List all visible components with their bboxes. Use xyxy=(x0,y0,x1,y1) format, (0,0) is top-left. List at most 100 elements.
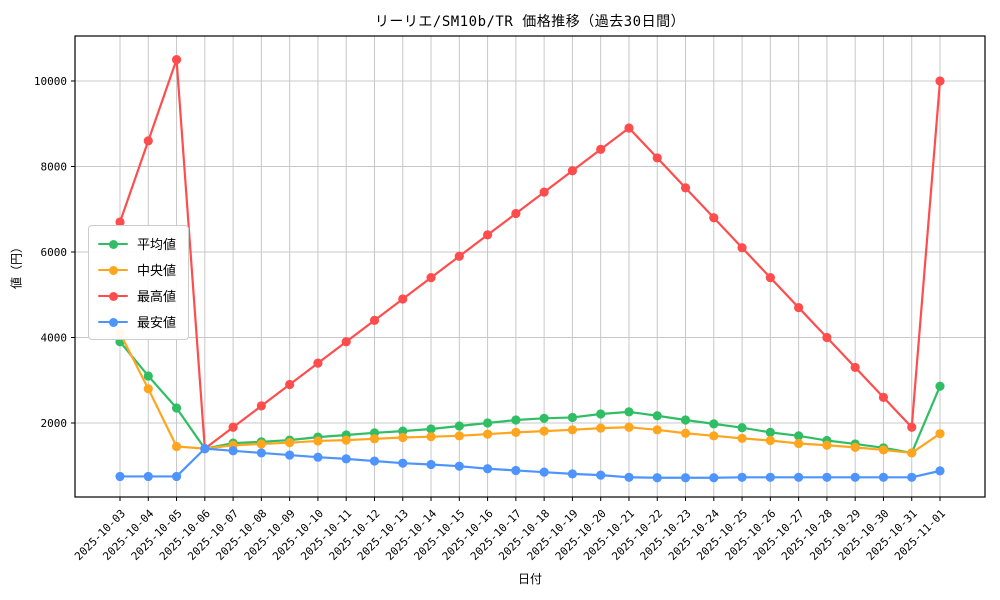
data-point-max xyxy=(878,392,889,402)
data-point-avg xyxy=(794,431,804,441)
legend-item-median: 中央値 xyxy=(98,260,176,279)
data-point-max xyxy=(907,422,917,432)
data-point-max xyxy=(228,422,238,432)
data-point-min xyxy=(313,452,323,462)
data-point-max xyxy=(850,362,860,373)
average-line-marker-icon xyxy=(98,239,128,249)
y-tick-label: 6000 xyxy=(41,246,68,259)
data-point-median xyxy=(878,445,889,455)
data-point-avg xyxy=(171,403,182,413)
data-point-avg xyxy=(511,415,521,425)
data-point-avg xyxy=(935,381,945,391)
data-point-median xyxy=(850,442,860,452)
data-point-median xyxy=(398,432,408,443)
series-line-max xyxy=(118,58,942,450)
data-point-min xyxy=(143,471,153,482)
data-point-avg xyxy=(680,415,691,425)
data-point-median xyxy=(539,426,549,436)
data-point-median xyxy=(794,438,804,449)
data-point-median xyxy=(369,434,380,444)
data-point-avg xyxy=(454,421,464,431)
data-point-min xyxy=(426,459,436,470)
y-tick-label: 8000 xyxy=(41,160,68,173)
median-line-marker-icon xyxy=(98,265,128,275)
data-point-max xyxy=(765,273,775,283)
data-point-median xyxy=(935,429,945,439)
legend-item-average: 平均値 xyxy=(98,234,176,253)
data-point-median xyxy=(256,439,266,449)
data-point-max xyxy=(822,332,832,343)
data-point-max xyxy=(398,294,408,304)
data-point-min xyxy=(454,461,464,471)
legend: 平均値 中央値 最高値 最安値 xyxy=(88,225,190,340)
data-point-max xyxy=(285,379,295,390)
data-point-max xyxy=(511,208,521,219)
data-point-median xyxy=(596,423,606,433)
data-point-max xyxy=(115,217,125,227)
series-max xyxy=(115,54,945,454)
data-point-median xyxy=(285,438,295,448)
data-point-avg xyxy=(143,371,153,381)
data-point-median xyxy=(709,431,719,441)
data-point-avg xyxy=(539,413,549,423)
data-point-min xyxy=(794,472,804,482)
plot-border xyxy=(74,35,986,498)
data-point-min xyxy=(115,471,125,482)
data-point-max xyxy=(652,153,662,163)
data-point-min xyxy=(482,464,493,474)
data-point-min xyxy=(850,472,860,482)
data-point-min xyxy=(369,456,380,466)
data-point-min xyxy=(624,472,634,482)
data-point-min xyxy=(935,466,945,476)
data-point-avg xyxy=(652,411,662,421)
data-point-min xyxy=(907,472,917,482)
x-axis-label: 日付 xyxy=(517,572,542,586)
data-point-median xyxy=(454,431,464,441)
min-line-marker-icon xyxy=(98,317,128,327)
series-avg xyxy=(115,337,945,458)
series-min xyxy=(115,444,945,483)
y-tick-label: 4000 xyxy=(41,331,68,344)
data-point-max xyxy=(256,401,266,411)
data-point-min xyxy=(737,472,747,482)
data-point-median xyxy=(907,448,917,458)
axis-ticks xyxy=(71,80,941,501)
data-point-max xyxy=(539,187,549,197)
max-line-marker-icon xyxy=(98,291,128,301)
data-point-max xyxy=(567,166,578,176)
data-point-min xyxy=(171,471,182,482)
data-point-avg xyxy=(596,409,606,419)
data-point-min xyxy=(652,473,662,483)
y-axis-label: 値（円） xyxy=(9,240,24,290)
data-point-median xyxy=(482,429,493,439)
data-point-min xyxy=(596,470,606,480)
data-point-avg xyxy=(737,423,747,433)
chart-title: リーリエ/SM10b/TR 価格推移（過去30日間） xyxy=(374,14,686,30)
data-point-min xyxy=(200,444,210,454)
data-point-median xyxy=(680,428,691,438)
legend-label-average: 平均値 xyxy=(137,238,177,253)
data-point-min xyxy=(511,465,521,476)
data-point-avg xyxy=(398,426,408,436)
data-point-avg xyxy=(567,412,578,423)
grid-lines xyxy=(75,36,985,497)
series-line-median xyxy=(119,332,941,455)
data-point-max xyxy=(313,358,323,368)
data-point-median xyxy=(511,427,521,438)
data-point-median xyxy=(822,440,832,450)
data-point-avg xyxy=(624,407,634,417)
data-point-min xyxy=(228,446,238,456)
data-point-median xyxy=(652,425,662,435)
data-point-median xyxy=(737,433,747,443)
data-point-max xyxy=(341,337,351,347)
data-point-avg xyxy=(426,424,436,434)
data-point-min xyxy=(398,458,408,468)
data-point-max xyxy=(482,230,493,240)
data-point-max xyxy=(794,302,804,313)
legend-label-min: 最安値 xyxy=(137,316,177,331)
data-point-max xyxy=(369,315,380,325)
data-point-min xyxy=(567,469,578,479)
legend-label-median: 中央値 xyxy=(137,264,177,279)
data-point-max xyxy=(935,76,945,86)
